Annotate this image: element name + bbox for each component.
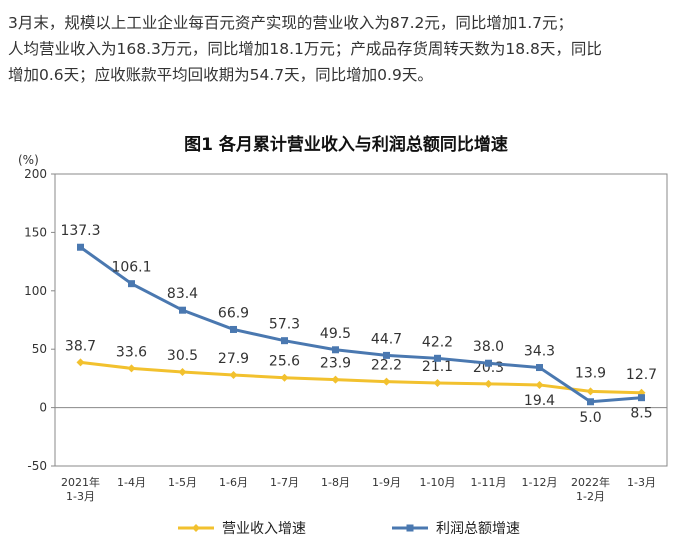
- data-label: 38.7: [65, 338, 96, 354]
- data-label: 21.1: [422, 359, 453, 375]
- data-label: 19.4: [524, 393, 555, 409]
- x-tick-label: 1-6月: [219, 476, 248, 489]
- data-label: 106.1: [111, 260, 151, 276]
- summary-line-3: 增加0.6天；应收账款平均回收期为54.7天，同比增加0.9天。: [8, 66, 433, 84]
- data-label: 137.3: [60, 223, 100, 239]
- y-tick-label: 150: [24, 225, 47, 239]
- x-tick-label: 1-3月: [627, 476, 656, 489]
- legend: 营业收入增速 利润总额增速: [178, 521, 520, 537]
- legend-marker: [406, 524, 414, 532]
- line-chart: 图1 各月累计营业收入与利润总额同比增速 (%) 200 150 100 50 0 -50…: [18, 134, 668, 537]
- data-label: 8.5: [630, 406, 652, 422]
- data-point: [127, 364, 136, 373]
- legend-label: 营业收入增速: [222, 521, 306, 537]
- data-point: [382, 377, 391, 386]
- chart-title: 图1 各月累计营业收入与利润总额同比增速: [184, 134, 508, 155]
- data-point: [331, 375, 340, 384]
- data-label: 13.9: [575, 365, 606, 381]
- x-tick-label: 1-11月: [471, 476, 507, 489]
- data-label: 49.5: [320, 326, 351, 342]
- data-label: 30.5: [167, 348, 198, 364]
- x-tick-label: 2021年 1-3月: [61, 475, 100, 503]
- data-point: [229, 371, 238, 380]
- series-group: 38.7 33.6 30.5 27.9 25.6 23.9 22.2 21.1 20.319.4…: [60, 223, 657, 426]
- data-label: 66.9: [218, 305, 249, 321]
- data-point: [76, 358, 85, 367]
- data-label: 22.2: [371, 358, 402, 374]
- data-label: 33.6: [116, 344, 147, 360]
- x-axis: 2021年 1-3月 1-4月 1-5月 1-6月 1-7月 1-8月 1-9月 1-10月 1-…: [61, 475, 656, 503]
- x-tick-label: 1-8月: [321, 476, 350, 489]
- data-point: [383, 351, 390, 359]
- x-tick-label: 1-12月: [522, 476, 558, 489]
- summary-line-1: 3月末，规模以上工业企业每百元资产实现的营业收入为87.2元，同比增加1.7元；: [8, 14, 574, 32]
- data-label: 25.6: [269, 354, 300, 370]
- legend-item: 利润总额增速: [392, 521, 520, 537]
- legend-marker: [192, 524, 200, 532]
- data-label: 44.7: [371, 331, 402, 347]
- data-point: [484, 379, 493, 388]
- data-label: 5.0: [579, 410, 601, 426]
- data-point: [535, 380, 544, 389]
- y-tick-label: 50: [32, 342, 47, 356]
- summary-paragraph: 3月末，规模以上工业企业每百元资产实现的营业收入为87.2元，同比增加1.7元；…: [8, 10, 688, 88]
- data-point: [434, 354, 441, 362]
- data-point: [281, 337, 288, 345]
- data-point: [178, 367, 187, 376]
- x-tick-label: 1-9月: [372, 476, 401, 489]
- y-tick-label: -50: [27, 459, 47, 473]
- plot-frame: [54, 173, 668, 467]
- data-label: 34.3: [524, 344, 555, 360]
- x-tick-label: 1-7月: [270, 476, 299, 489]
- x-tick-label: 2022年 1-2月: [571, 475, 610, 503]
- y-axis-unit-label: (%): [18, 153, 39, 167]
- data-point: [587, 398, 594, 406]
- data-point: [536, 364, 543, 372]
- x-tick-label: 1-10月: [420, 476, 456, 489]
- x-tick-label: 1-5月: [168, 476, 197, 489]
- y-axis: 200 150 100 50 0 -50: [24, 167, 667, 473]
- data-label: 38.0: [473, 339, 504, 355]
- data-point: [77, 243, 84, 251]
- series-line: [80, 360, 642, 395]
- summary-line-2: 人均营业收入为168.3万元，同比增加18.1万元；产成品存货周转天数为18.8…: [8, 40, 602, 58]
- y-tick-label: 100: [24, 284, 47, 298]
- data-point: [638, 394, 645, 402]
- data-point: [586, 387, 595, 396]
- data-label: 27.9: [218, 351, 249, 367]
- data-point: [128, 280, 135, 288]
- data-label: 23.9: [320, 356, 351, 372]
- data-label: 83.4: [167, 286, 198, 302]
- data-point: [230, 325, 237, 333]
- series-line: [79, 246, 642, 404]
- data-label: 42.2: [422, 334, 453, 350]
- legend-item: 营业收入增速: [178, 521, 306, 537]
- data-point: [433, 378, 442, 387]
- data-label: 57.3: [269, 317, 300, 333]
- data-label: 12.7: [626, 367, 657, 383]
- y-tick-label: 200: [24, 167, 47, 181]
- data-point: [179, 306, 186, 314]
- x-tick-label: 1-4月: [117, 476, 146, 489]
- legend-label: 利润总额增速: [436, 521, 520, 537]
- data-point: [332, 346, 339, 354]
- data-point: [485, 359, 492, 367]
- series-revenue-growth: 38.7 33.6 30.5 27.9 25.6 23.9 22.2 21.1 20.319.4…: [65, 338, 657, 409]
- series-profit-growth: 137.3 106.1 83.4 66.9 57.3 49.5 44.7 42.2 38.0 34…: [60, 223, 652, 426]
- data-point: [280, 373, 289, 382]
- y-tick-label: 0: [39, 401, 47, 415]
